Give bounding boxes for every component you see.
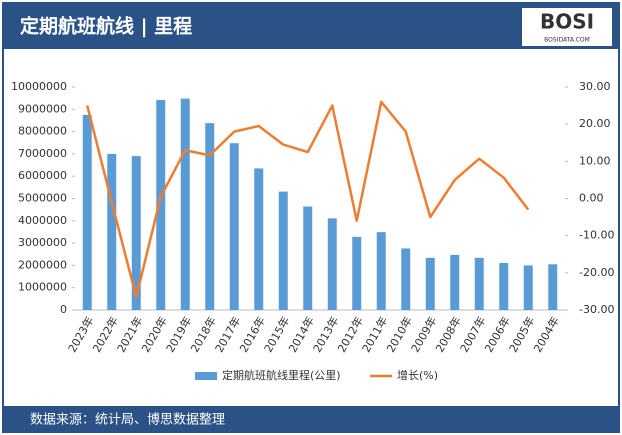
bar: [254, 168, 264, 310]
logo-box: [522, 8, 612, 46]
y-tick-label: 6000000: [18, 169, 67, 182]
logo: BOSI: [540, 10, 594, 34]
y-tick-label: 8000000: [18, 125, 67, 138]
legend-swatch: [195, 372, 217, 380]
y-tick-label: 3000000: [18, 236, 67, 249]
y-tick-label: 0: [60, 303, 67, 316]
bar: [548, 264, 558, 310]
y2-tick-label: -30.00: [579, 303, 614, 316]
y2-tick-label: -10.00: [579, 229, 614, 242]
bar: [180, 98, 190, 310]
y-tick-label: 1000000: [18, 281, 67, 294]
y2-tick-label: -20.00: [579, 266, 614, 279]
bar: [499, 262, 509, 310]
y2-tick-label: 10.00: [579, 154, 611, 167]
header: [3, 3, 619, 49]
bar: [82, 114, 92, 310]
legend-label: 定期航班航线里程(公里): [222, 368, 341, 382]
y2-tick-label: 20.00: [579, 117, 611, 130]
footer: [3, 406, 619, 432]
bar: [327, 218, 337, 310]
bar: [107, 153, 117, 310]
y-tick-label: 10000000: [11, 80, 67, 93]
bar: [401, 248, 411, 310]
bar: [474, 257, 484, 310]
bar: [425, 257, 435, 310]
bar: [229, 143, 239, 310]
bar: [303, 206, 313, 310]
line: [86, 100, 530, 299]
bar: [205, 123, 215, 310]
y2-tick-label: 0.00: [579, 192, 604, 205]
logo-sub: BOSIDATA.COM: [544, 37, 590, 44]
bar: [278, 191, 288, 310]
y-tick-label: 9000000: [18, 102, 67, 115]
source: 数据来源：统计局、博思数据整理: [30, 413, 225, 428]
bar: [156, 99, 166, 311]
bar: [450, 254, 460, 310]
y-tick-label: 7000000: [18, 147, 67, 160]
y-tick-label: 2000000: [18, 258, 67, 271]
y2-tick-label: 30.00: [579, 80, 611, 93]
bar: [131, 156, 141, 310]
y-tick-label: 4000000: [18, 214, 67, 227]
bar: [376, 232, 386, 310]
legend-label: 增长(%): [397, 368, 438, 382]
bar: [352, 236, 362, 310]
bar: [523, 265, 533, 310]
chart-title: 定期航班航线 | 里程: [20, 15, 192, 38]
y-tick-label: 5000000: [18, 192, 67, 205]
